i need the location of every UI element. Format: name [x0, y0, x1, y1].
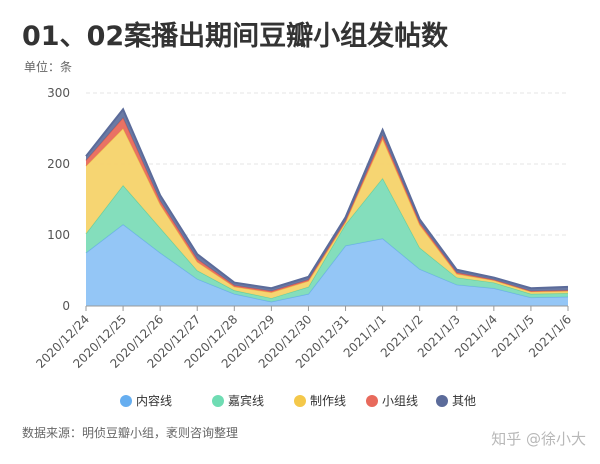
legend-label: 其他 — [452, 394, 476, 408]
legend-label: 制作线 — [310, 394, 346, 408]
y-tick-label: 100 — [47, 228, 70, 242]
series-line — [85, 107, 569, 290]
y-tick-label: 300 — [47, 86, 70, 100]
area-series — [86, 224, 568, 306]
legend-item[interactable]: 小组线 — [366, 394, 418, 408]
area-layer — [85, 107, 569, 306]
legend-label: 小组线 — [382, 394, 418, 408]
legend-label: 内容线 — [136, 393, 172, 408]
legend-item[interactable]: 嘉宾线 — [212, 393, 264, 408]
chart-title: 01、02案播出期间豆瓣小组发帖数 — [22, 21, 449, 52]
legend-swatch — [436, 395, 448, 407]
legend-item[interactable]: 其他 — [436, 394, 476, 408]
legend-item[interactable]: 制作线 — [294, 394, 346, 408]
legend-label: 嘉宾线 — [228, 393, 264, 408]
watermark: 知乎 @徐小大 — [491, 430, 586, 448]
legend: 内容线 嘉宾线 制作线 小组线 其他 — [120, 393, 476, 408]
legend-swatch — [366, 395, 378, 407]
y-tick-label: 200 — [47, 157, 70, 171]
legend-swatch — [212, 395, 224, 407]
legend-swatch — [294, 395, 306, 407]
data-source-note: 数据来源：明侦豆瓣小组，袤则咨询整理 — [22, 426, 239, 440]
legend-swatch — [120, 395, 132, 407]
legend-item[interactable]: 内容线 — [120, 393, 172, 408]
unit-label: 单位：条 — [24, 60, 73, 74]
y-tick-label: 0 — [62, 299, 70, 313]
